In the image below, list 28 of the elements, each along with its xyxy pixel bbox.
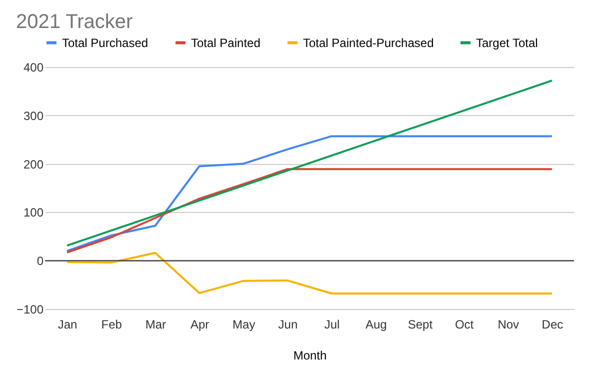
y-tick-label: 100 xyxy=(23,206,44,220)
x-tick-label: Sept xyxy=(408,318,434,332)
x-tick-label: May xyxy=(232,318,256,332)
y-tick-label: 200 xyxy=(23,157,44,172)
legend-label: Total Painted xyxy=(191,36,260,50)
line-series xyxy=(66,252,553,295)
chart-title: 2021 Tracker xyxy=(16,11,134,33)
legend-label: Target Total xyxy=(476,36,538,50)
line-series xyxy=(66,80,553,247)
y-tick-label: −100 xyxy=(16,302,44,316)
line-series xyxy=(66,168,553,254)
x-tick-label: Dec xyxy=(542,318,564,332)
x-tick-label: Mar xyxy=(145,318,166,332)
line-series xyxy=(66,135,553,252)
y-tick-label: 400 xyxy=(23,60,44,74)
y-tick-label: 300 xyxy=(23,108,44,123)
legend-label: Total Painted-Purchased xyxy=(303,36,434,50)
x-tick-label: Jun xyxy=(278,318,298,332)
x-tick-label: Apr xyxy=(190,318,210,332)
legend-label: Total Purchased xyxy=(62,36,148,50)
x-tick-label: Jan xyxy=(58,318,78,332)
x-tick-label: Jul xyxy=(324,318,340,332)
x-tick-label: Feb xyxy=(101,318,122,332)
x-tick-label: Aug xyxy=(365,318,387,332)
y-tick-label: 0 xyxy=(36,254,44,268)
x-axis-title: Month xyxy=(293,348,327,362)
x-tick-label: Nov xyxy=(498,318,520,332)
x-tick-label: Oct xyxy=(454,318,474,332)
